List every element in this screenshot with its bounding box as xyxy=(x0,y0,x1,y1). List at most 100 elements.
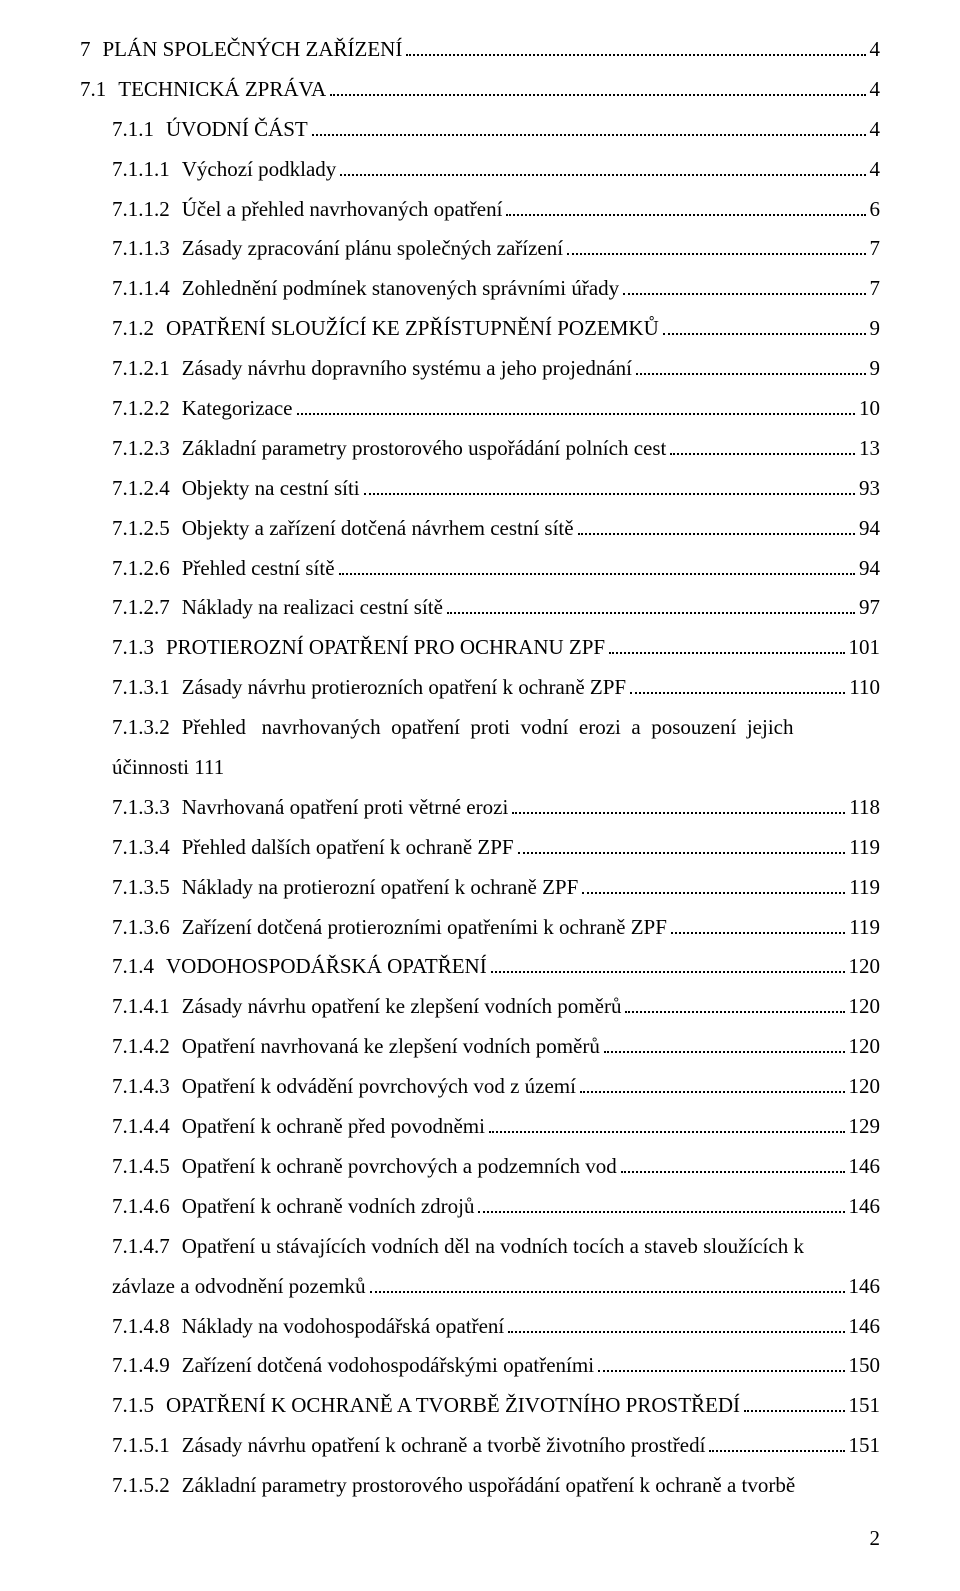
toc-page: 9 xyxy=(870,309,881,349)
toc-entry: 7.1.5.1Zásady návrhu opatření k ochraně … xyxy=(80,1426,880,1466)
toc-page: 94 xyxy=(859,509,880,549)
toc-page: 150 xyxy=(849,1346,881,1386)
toc-entry: 7.1.1.2Účel a přehled navrhovaných opatř… xyxy=(80,190,880,230)
toc-title: Účel a přehled navrhovaných opatření xyxy=(182,190,503,230)
toc-entry: 7.1.3.5Náklady na protierozní opatření k… xyxy=(80,868,880,908)
toc-leader-dots xyxy=(508,1314,844,1333)
toc-leader-dots xyxy=(580,1074,845,1093)
toc-title: Opatření k odvádění povrchových vod z úz… xyxy=(182,1067,576,1107)
toc-title: Zásady návrhu opatření ke zlepšení vodní… xyxy=(182,987,622,1027)
toc-page: 151 xyxy=(849,1426,881,1466)
toc-title: TECHNICKÁ ZPRÁVA xyxy=(118,70,326,110)
toc-title: PROTIEROZNÍ OPATŘENÍ PRO OCHRANU ZPF xyxy=(166,628,605,668)
toc-leader-dots xyxy=(312,117,866,136)
toc-title: Základní parametry prostorového uspořádá… xyxy=(182,429,667,469)
toc-number: 7.1.3.1 xyxy=(112,668,182,708)
toc-leader-dots xyxy=(364,476,855,495)
toc-title: Opatření k ochraně povrchových a podzemn… xyxy=(182,1147,617,1187)
toc-entry: 7.1.5.2Základní parametry prostorového u… xyxy=(80,1466,880,1506)
toc-entry: 7.1.3.1Zásady návrhu protierozních opatř… xyxy=(80,668,880,708)
toc-number: 7.1.2.2 xyxy=(112,389,182,429)
toc-title: Výchozí podklady xyxy=(182,150,337,190)
toc-entry: 7.1.2.6Přehled cestní sítě94 xyxy=(80,549,880,589)
toc-number: 7.1 xyxy=(80,70,118,110)
toc-leader-dots xyxy=(630,675,845,694)
toc-page: 120 xyxy=(849,1067,881,1107)
toc-leader-dots xyxy=(340,157,865,176)
toc-leader-dots xyxy=(623,277,865,296)
toc-leader-dots xyxy=(663,316,866,335)
toc-entry: 7.1.2.2Kategorizace10 xyxy=(80,389,880,429)
toc-leader-dots xyxy=(339,556,855,575)
toc-leader-dots xyxy=(406,37,865,56)
table-of-contents: 7PLÁN SPOLEČNÝCH ZAŘÍZENÍ47.1TECHNICKÁ Z… xyxy=(80,30,880,1506)
toc-number: 7.1.4.3 xyxy=(112,1067,182,1107)
toc-page: 146 xyxy=(849,1267,881,1307)
toc-page: 93 xyxy=(859,469,880,509)
toc-page: 118 xyxy=(849,788,880,828)
toc-title: Náklady na protierozní opatření k ochran… xyxy=(182,868,579,908)
toc-leader-dots xyxy=(709,1433,844,1452)
toc-page: 111 xyxy=(194,748,224,788)
toc-page: 120 xyxy=(849,947,881,987)
toc-entry: 7.1.1.1Výchozí podklady 4 xyxy=(80,150,880,190)
toc-page: 7 xyxy=(870,229,881,269)
toc-number: 7.1.3.3 xyxy=(112,788,182,828)
toc-entry: 7.1.4.5Opatření k ochraně povrchových a … xyxy=(80,1147,880,1187)
toc-leader-dots xyxy=(512,795,845,814)
toc-page: 146 xyxy=(849,1307,881,1347)
toc-page: 97 xyxy=(859,588,880,628)
toc-number: 7.1.1.2 xyxy=(112,190,182,230)
toc-leader-dots xyxy=(491,955,845,974)
toc-title: OPATŘENÍ SLOUŽÍCÍ KE ZPŘÍSTUPNĚNÍ POZEMK… xyxy=(166,309,659,349)
toc-number: 7.1.4 xyxy=(112,947,166,987)
toc-title-continued: závlaze a odvodnění pozemků xyxy=(112,1267,366,1307)
toc-entry: 7.1.4.6Opatření k ochraně vodních zdrojů… xyxy=(80,1187,880,1227)
toc-leader-dots xyxy=(604,1034,845,1053)
toc-title: Přehled dalších opatření k ochraně ZPF xyxy=(182,828,514,868)
toc-entry: 7.1.4.9Zařízení dotčená vodohospodářským… xyxy=(80,1346,880,1386)
toc-number: 7.1.1.1 xyxy=(112,150,182,190)
toc-title: OPATŘENÍ K OCHRANĚ A TVORBĚ ŽIVOTNÍHO PR… xyxy=(166,1386,740,1426)
toc-title: Náklady na vodohospodářská opatření xyxy=(182,1307,505,1347)
toc-title: Zásady návrhu opatření k ochraně a tvorb… xyxy=(182,1426,706,1466)
toc-entry: 7.1.2.4Objekty na cestní síti 93 xyxy=(80,469,880,509)
toc-number: 7.1.2.4 xyxy=(112,469,182,509)
toc-entry: 7.1TECHNICKÁ ZPRÁVA 4 xyxy=(80,70,880,110)
toc-number: 7.1.4.1 xyxy=(112,987,182,1027)
toc-title: Objekty na cestní síti xyxy=(182,469,360,509)
toc-number: 7.1.4.7 xyxy=(112,1227,182,1267)
toc-title: Opatření k ochraně před povodněmi xyxy=(182,1107,485,1147)
toc-page: 119 xyxy=(849,868,880,908)
toc-entry: 7.1.4.1Zásady návrhu opatření ke zlepšen… xyxy=(80,987,880,1027)
toc-leader-dots xyxy=(636,356,866,375)
toc-number: 7.1.4.9 xyxy=(112,1346,182,1386)
toc-entry: 7.1.1.3Zásady zpracování plánu společnýc… xyxy=(80,229,880,269)
toc-leader-dots xyxy=(578,516,855,535)
toc-title: Navrhovaná opatření proti větrné erozi xyxy=(182,788,509,828)
toc-leader-dots xyxy=(598,1354,844,1373)
toc-page: 120 xyxy=(849,987,881,1027)
toc-title: Přehled cestní sítě xyxy=(182,549,335,589)
toc-page: 146 xyxy=(849,1187,881,1227)
toc-number: 7.1.2.5 xyxy=(112,509,182,549)
toc-page: 120 xyxy=(849,1027,881,1067)
toc-title: Zásady návrhu protierozních opatření k o… xyxy=(182,668,626,708)
toc-number: 7.1.4.5 xyxy=(112,1147,182,1187)
toc-title: Zásady zpracování plánu společných zaříz… xyxy=(182,229,563,269)
toc-number: 7.1.2.7 xyxy=(112,588,182,628)
toc-number: 7.1.3 xyxy=(112,628,166,668)
toc-title: Přehled navrhovaných opatření proti vodn… xyxy=(182,708,794,748)
toc-number: 7.1.4.8 xyxy=(112,1307,182,1347)
toc-number: 7.1.2.1 xyxy=(112,349,182,389)
toc-page: 4 xyxy=(870,70,881,110)
toc-page: 6 xyxy=(870,190,881,230)
toc-entry: 7.1.3.4Přehled dalších opatření k ochran… xyxy=(80,828,880,868)
toc-number: 7.1.2 xyxy=(112,309,166,349)
toc-entry: 7PLÁN SPOLEČNÝCH ZAŘÍZENÍ4 xyxy=(80,30,880,70)
toc-title: Kategorizace xyxy=(182,389,293,429)
toc-entry: 7.1.3.3Navrhovaná opatření proti větrné … xyxy=(80,788,880,828)
toc-entry: 7.1.2.5Objekty a zařízení dotčená návrhe… xyxy=(80,509,880,549)
toc-page: 4 xyxy=(870,150,881,190)
toc-title: Opatření k ochraně vodních zdrojů xyxy=(182,1187,475,1227)
